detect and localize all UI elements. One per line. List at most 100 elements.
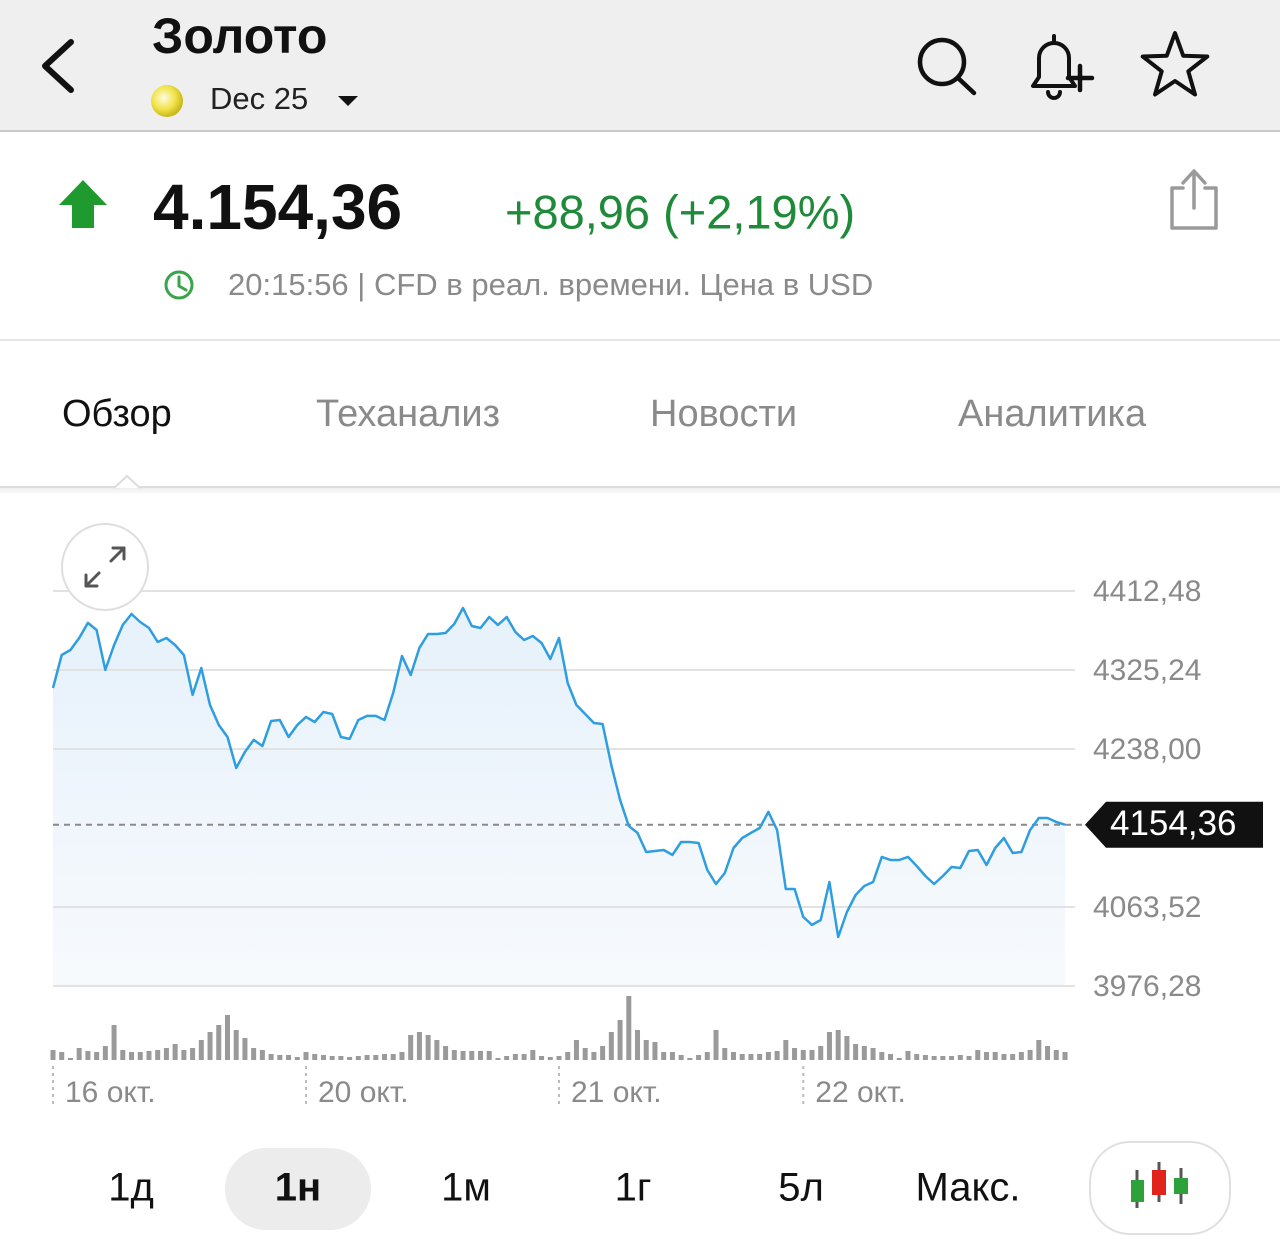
volume-bar (800, 1050, 806, 1060)
volume-bar (530, 1050, 536, 1060)
volume-bar (853, 1044, 859, 1060)
volume-bar (495, 1058, 501, 1060)
volume-bar (338, 1056, 344, 1060)
volume-bar (783, 1040, 789, 1060)
volume-bar (137, 1052, 143, 1060)
volume-bar (67, 1058, 73, 1060)
volume-bar (504, 1056, 510, 1060)
volume-bar (146, 1051, 152, 1060)
volume-bar (451, 1050, 457, 1060)
area-fill (53, 608, 1065, 986)
volume-bar (198, 1040, 204, 1060)
volume-bar (59, 1052, 65, 1060)
tab-indicator (113, 474, 141, 489)
volume-bar (896, 1058, 902, 1060)
tab[interactable]: Новости (650, 393, 797, 435)
volume-bar (469, 1051, 475, 1060)
volume-bar (399, 1052, 405, 1060)
period-bar: 1д 1н 1м 1г 5л Макс. (108, 1148, 1021, 1230)
volume-bar (826, 1032, 832, 1060)
volume-bar (722, 1048, 728, 1060)
y-tick-label: 4063,52 (1093, 891, 1201, 924)
period-button[interactable]: 1д (108, 1166, 154, 1210)
volume-bar (207, 1032, 213, 1060)
volume-bar (76, 1048, 82, 1060)
volume-bar (1053, 1050, 1059, 1060)
up-arrow (59, 180, 107, 228)
favorite-button[interactable] (1140, 31, 1210, 97)
volume-bar (809, 1050, 815, 1060)
volume-bar (172, 1044, 178, 1060)
volume-bar (678, 1055, 684, 1060)
clock-icon (164, 270, 194, 300)
volume-bar (50, 1050, 56, 1060)
volume-bar (408, 1035, 414, 1060)
contract-selector[interactable]: Dec 25 (210, 81, 308, 116)
chart-type-button[interactable] (1089, 1141, 1231, 1235)
share-button[interactable] (1170, 169, 1218, 230)
search-button[interactable] (917, 37, 977, 96)
x-tick-label: 16 окт. (65, 1076, 156, 1109)
volume-bar (286, 1055, 292, 1060)
period-button[interactable]: 5л (778, 1166, 824, 1210)
period-selected-pill (225, 1148, 371, 1230)
tab[interactable]: Обзор (62, 393, 172, 435)
alert-button[interactable] (1031, 34, 1095, 100)
volume-bar (163, 1048, 169, 1060)
tab[interactable]: Теханализ (316, 393, 500, 435)
volume-bar (617, 1020, 623, 1060)
volume-bar (669, 1052, 675, 1060)
period-button[interactable]: 1г (615, 1166, 652, 1210)
volume-bar (844, 1036, 850, 1060)
volume-bar (573, 1040, 579, 1060)
volume-bar (268, 1054, 274, 1060)
back-button[interactable] (42, 39, 74, 93)
contract-dropdown[interactable] (338, 96, 358, 106)
volume-bar (320, 1055, 326, 1060)
current-price-badge (1085, 801, 1263, 848)
volume-bar (539, 1056, 545, 1060)
volume-bar (1010, 1054, 1016, 1060)
volume-bar (303, 1052, 309, 1060)
volume-bar (242, 1038, 248, 1060)
price-change: +88,96 (+2,19%) (505, 185, 855, 238)
volume-bar (652, 1042, 658, 1060)
volume-bar (425, 1035, 431, 1060)
y-tick-label: 3976,28 (1093, 970, 1201, 1003)
volume-bar (730, 1052, 736, 1060)
volume-bar (635, 1030, 641, 1060)
volume-bar (748, 1054, 754, 1060)
volume-bar (94, 1052, 100, 1060)
volume-bar (521, 1054, 527, 1060)
volume-bar (120, 1050, 126, 1060)
period-button[interactable]: 1м (441, 1166, 491, 1210)
volume-bar (486, 1051, 492, 1060)
volume-bar (390, 1054, 396, 1060)
gold-icon (151, 85, 183, 117)
volume-bar (416, 1032, 422, 1060)
volume-bar (922, 1055, 928, 1060)
volume-bar (355, 1056, 361, 1060)
volume-bar (626, 996, 632, 1060)
volume-bar (608, 1032, 614, 1060)
volume-bar (102, 1046, 108, 1060)
period-button[interactable]: 1н (275, 1166, 321, 1210)
volume-bar (477, 1051, 483, 1060)
volume-bar (931, 1056, 937, 1060)
tab[interactable]: Аналитика (958, 393, 1147, 435)
volume-bar (992, 1052, 998, 1060)
x-tick-label: 22 окт. (815, 1076, 906, 1109)
y-tick-label: 4238,00 (1093, 733, 1201, 766)
header-bar (0, 0, 1280, 131)
volume-bar (687, 1058, 693, 1060)
volume-bar (713, 1030, 719, 1060)
expand-button[interactable] (61, 523, 149, 611)
volume-bar (975, 1050, 981, 1060)
volume-bar (940, 1056, 946, 1060)
volume-bar (643, 1040, 649, 1060)
period-button[interactable]: Макс. (915, 1166, 1020, 1210)
volume-bar (565, 1052, 571, 1060)
volume-bar (949, 1056, 955, 1060)
